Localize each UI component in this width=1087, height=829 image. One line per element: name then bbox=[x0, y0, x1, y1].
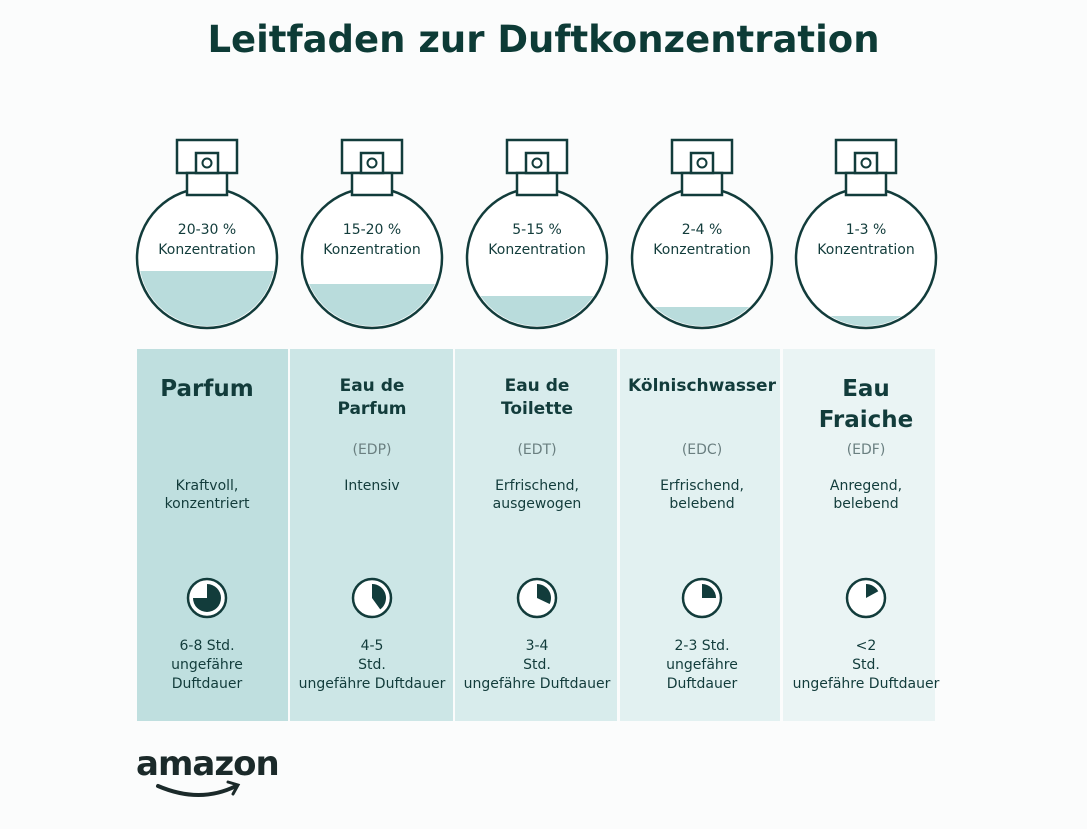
duration: ungefähre bbox=[666, 656, 738, 673]
bottle-neck bbox=[680, 171, 724, 197]
bottle-nozzle bbox=[689, 151, 715, 175]
nozzle-hole bbox=[201, 157, 213, 169]
abbreviation: (EDF) bbox=[846, 441, 886, 458]
concentration-label: Konzentration bbox=[817, 241, 915, 258]
duration: Std. bbox=[358, 656, 386, 673]
bottle-nozzle bbox=[524, 151, 550, 175]
clock-wedge bbox=[193, 584, 221, 612]
description: Erfrischend, bbox=[495, 477, 579, 494]
concentration-label: Konzentration bbox=[488, 241, 586, 258]
column-background bbox=[620, 349, 780, 721]
variant-name: Toilette bbox=[501, 398, 573, 419]
concentration: 1-3 % bbox=[845, 221, 887, 238]
concentration-label: Konzentration bbox=[653, 241, 751, 258]
bottle-nozzle bbox=[853, 151, 879, 175]
concentration-label: Konzentration bbox=[323, 241, 421, 258]
bottle-neck bbox=[844, 171, 888, 197]
title: Leitfaden zur Duftkonzentration bbox=[207, 18, 880, 61]
clock-wedge bbox=[866, 584, 879, 598]
variant-name: Eau de bbox=[339, 375, 405, 396]
concentration: 2-4 % bbox=[681, 221, 723, 238]
duration: ungefähre Duftdauer bbox=[298, 675, 446, 692]
bottle-nozzle bbox=[194, 151, 220, 175]
clock-wedge bbox=[537, 584, 552, 604]
duration: Duftdauer bbox=[666, 675, 738, 692]
abbreviation: (EDT) bbox=[517, 441, 557, 458]
concentration: 5-15 % bbox=[512, 221, 562, 238]
logo: amazon bbox=[136, 744, 280, 784]
bottle-nozzle bbox=[359, 151, 385, 175]
nozzle-hole bbox=[531, 157, 543, 169]
duration: ungefähre bbox=[171, 656, 243, 673]
duration: Duftdauer bbox=[171, 675, 243, 692]
concentration: 15-20 % bbox=[342, 221, 402, 238]
bottle-neck bbox=[185, 171, 229, 197]
duration: ungefähre Duftdauer bbox=[792, 675, 940, 692]
variant-name: Parfum bbox=[337, 398, 407, 419]
duration: Std. bbox=[523, 656, 551, 673]
description: belebend bbox=[833, 495, 899, 512]
duration: ungefähre Duftdauer bbox=[463, 675, 611, 692]
duration: <2 bbox=[855, 637, 877, 654]
abbreviation: (EDP) bbox=[352, 441, 392, 458]
column-background bbox=[137, 349, 288, 721]
description: konzentriert bbox=[164, 495, 250, 512]
concentration-label: Konzentration bbox=[158, 241, 256, 258]
nozzle-hole bbox=[860, 157, 872, 169]
description: Intensiv bbox=[344, 477, 400, 494]
clock-wedge bbox=[702, 584, 716, 598]
duration: 6-8 Std. bbox=[179, 637, 235, 654]
bottle-liquid bbox=[798, 316, 934, 326]
description: Kraftvoll, bbox=[175, 477, 239, 494]
description: Erfrischend, bbox=[660, 477, 744, 494]
duration: 2-3 Std. bbox=[674, 637, 730, 654]
description: ausgewogen bbox=[492, 495, 582, 512]
duration: Std. bbox=[852, 656, 880, 673]
duration: 4-5 bbox=[360, 637, 384, 654]
variant-name: Fraiche bbox=[818, 407, 914, 434]
abbreviation: (EDC) bbox=[681, 441, 723, 458]
nozzle-hole bbox=[366, 157, 378, 169]
duration: 3-4 bbox=[525, 637, 549, 654]
column-background bbox=[783, 349, 935, 721]
description: belebend bbox=[669, 495, 735, 512]
column-background bbox=[290, 349, 453, 721]
bottle bbox=[794, 186, 938, 330]
nozzle-hole bbox=[696, 157, 708, 169]
column-background bbox=[455, 349, 617, 721]
bottle-neck bbox=[350, 171, 394, 197]
description: Anregend, bbox=[829, 477, 903, 494]
variant-name: Eau de bbox=[504, 375, 570, 396]
variant-name: Parfum bbox=[160, 376, 254, 403]
concentration: 20-30 % bbox=[177, 221, 237, 238]
bottle-neck bbox=[515, 171, 559, 197]
variant-name: Eau bbox=[842, 376, 890, 403]
variant-name: Kölnischwasser bbox=[628, 375, 776, 396]
clock-wedge bbox=[372, 584, 387, 610]
